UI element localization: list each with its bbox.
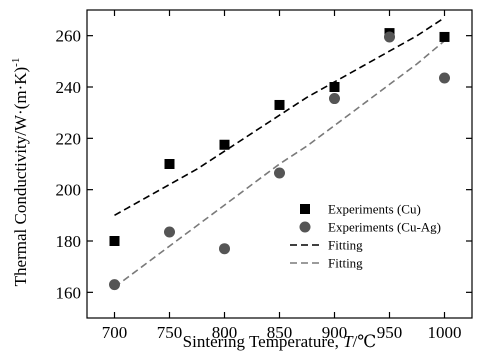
y-axis-title-superscript: -1 [10, 58, 22, 67]
plot-area [109, 17, 450, 291]
x-axis-title: Sintering Temperature, T/℃ [183, 332, 377, 351]
x-tick-label: 850 [267, 323, 293, 342]
cu-ag-data-point [384, 31, 395, 43]
cu-ag-data-point [109, 279, 120, 291]
x-tick-label: 800 [212, 323, 238, 342]
fitting-line-3 [114, 40, 446, 288]
cu-ag-data-point [164, 226, 175, 238]
x-tick-label: 950 [377, 323, 403, 342]
cu-ag-data-point [329, 93, 340, 105]
cu-data-point [164, 159, 175, 169]
cu-data-point [219, 139, 230, 150]
legend: Experiments (Cu) Experiments (Cu-Ag) Fitti… [290, 202, 441, 271]
y-tick-label: 220 [56, 129, 82, 148]
x-tick-label: 1000 [428, 323, 462, 342]
legend-label: Experiments (Cu) [328, 202, 421, 217]
axis-ticks: 700 750 800 850 900 950 1000 160 180 200 220 240 260 [56, 10, 472, 342]
cu-data-point [329, 82, 340, 92]
x-tick-label: 900 [322, 323, 348, 342]
y-axis-title: Thermal Conductivity/W·(m·K)-1 [10, 58, 30, 287]
x-axis-title-prefix: Sintering Temperature, [183, 332, 343, 351]
y-tick-label: 160 [56, 283, 82, 302]
legend-label: Fitting [328, 256, 363, 271]
cu-ag-data-point [219, 243, 230, 255]
x-tick-label: 700 [102, 323, 128, 342]
cu-data-point [109, 236, 120, 246]
x-tick-label: 750 [157, 323, 183, 342]
cu-ag-data-point [274, 167, 285, 179]
y-tick-label: 200 [56, 181, 82, 200]
legend-swatch-cu-ag [299, 221, 311, 233]
legend-label: Fitting [328, 238, 363, 253]
fitting-line-2 [114, 17, 445, 216]
y-tick-label: 180 [56, 232, 82, 251]
x-axis-title-unit: /℃ [353, 332, 377, 351]
cu-ag-data-point [439, 72, 450, 84]
y-axis-title-base: Thermal Conductivity/W·(m·K) [11, 67, 30, 287]
y-tick-label: 260 [56, 27, 82, 46]
y-tick-label: 240 [56, 78, 82, 97]
cu-data-point [439, 31, 450, 42]
cu-data-point [274, 99, 285, 110]
x-axis-title-symbol: T [343, 332, 354, 351]
legend-label: Experiments (Cu-Ag) [328, 220, 441, 235]
legend-swatch-cu [300, 204, 310, 214]
